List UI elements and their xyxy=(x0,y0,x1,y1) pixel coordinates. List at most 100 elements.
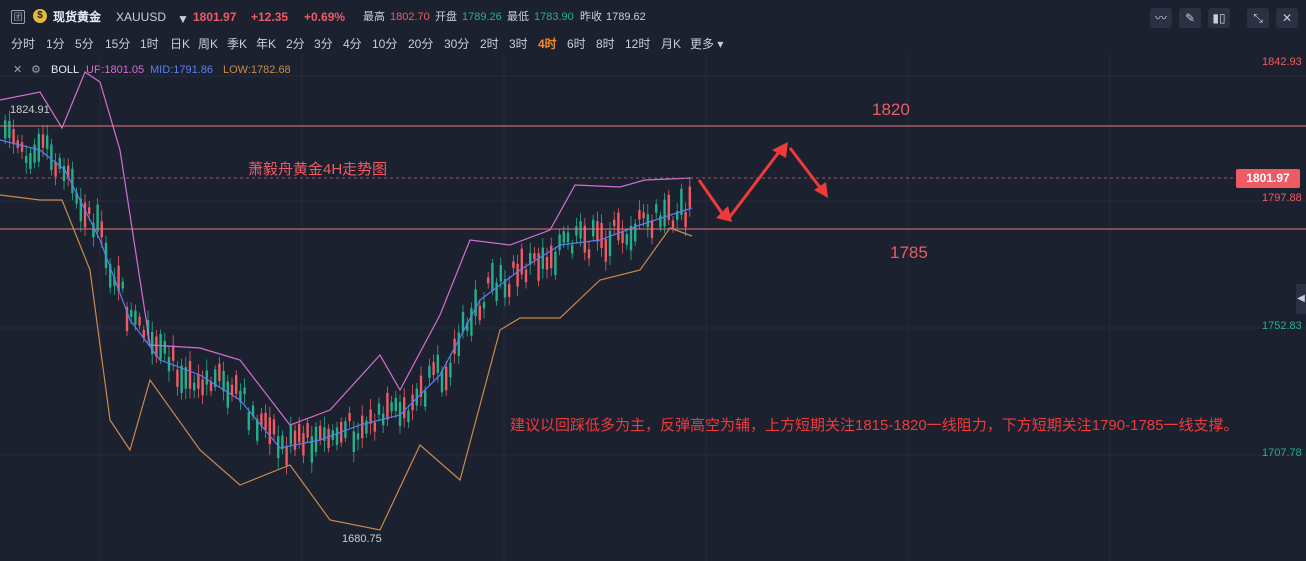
candle-body xyxy=(629,225,633,251)
timeframe-bar: 分时 1分 5分 15分 1时 日K 周K 季K 年K 2分 3分 4分 10分 20分 30分 2时 3时 4时… xyxy=(0,32,900,54)
timeframe-3[interactable]: 15分 xyxy=(105,37,131,51)
timeframe-17[interactable]: 4时 xyxy=(538,37,557,51)
close-indicator-icon[interactable]: ✕ xyxy=(13,64,23,76)
timeframe-15[interactable]: 2时 xyxy=(480,37,499,51)
arrow-head-down-1 xyxy=(716,206,732,222)
boll-lower-band xyxy=(0,194,693,531)
candle-body xyxy=(230,384,234,395)
timeframe-0[interactable]: 分时 xyxy=(11,37,36,51)
low-value: 1783.90 xyxy=(534,11,574,23)
trading-advice-note: 建议以回踩低多为主，反弹高空为辅，上方短期关注1815-1820一线阻力，下方短… xyxy=(510,417,1239,434)
arrow-head-down-2 xyxy=(814,182,828,198)
timeframe-13[interactable]: 20分 xyxy=(408,37,434,51)
settings-icon[interactable]: ⚙ xyxy=(31,64,41,76)
axis-price-3: 1752.83 xyxy=(1262,320,1302,332)
timeframe-19[interactable]: 8时 xyxy=(596,37,615,51)
timeframe-22[interactable]: 更多 ▾ xyxy=(690,37,724,51)
chevron-down-icon[interactable]: ▼ xyxy=(177,12,189,26)
timeframe-2[interactable]: 5分 xyxy=(75,37,94,51)
axis-price-1: 1842.93 xyxy=(1262,56,1302,68)
candle-body xyxy=(428,365,431,378)
boll-upper-band xyxy=(0,71,693,426)
draw-icon[interactable]: ✎ xyxy=(1179,8,1201,28)
support-level-label: 1785 xyxy=(890,243,928,262)
candle-body xyxy=(163,340,166,354)
candle-body xyxy=(272,419,276,435)
candle-body xyxy=(172,345,175,361)
collapse-panel-icon[interactable]: ◀ xyxy=(1296,284,1306,314)
candle-body xyxy=(596,221,599,242)
boll-low-value: LOW:1782.68 xyxy=(223,64,291,76)
candle-body xyxy=(449,362,452,378)
candle-body xyxy=(54,161,57,177)
candle-body xyxy=(415,388,418,406)
candle-body xyxy=(634,223,637,242)
candle-body xyxy=(285,445,288,466)
candle-body xyxy=(617,212,620,241)
candle-body xyxy=(554,251,557,276)
candle-body xyxy=(146,320,150,336)
candle-body xyxy=(398,402,402,427)
candle-body xyxy=(205,370,208,385)
candle-body xyxy=(12,129,15,145)
candle-body xyxy=(176,369,179,387)
candle-body xyxy=(247,412,250,431)
candle-body xyxy=(667,194,670,221)
timeframe-6[interactable]: 周K xyxy=(198,37,219,51)
timeframe-12[interactable]: 10分 xyxy=(372,37,398,51)
timeframe-9[interactable]: 2分 xyxy=(286,37,305,51)
candle-body xyxy=(306,423,309,438)
candle-body xyxy=(369,409,372,424)
candle-body xyxy=(680,188,683,216)
candle-body xyxy=(25,155,28,163)
candle-body xyxy=(239,390,242,403)
arrow-head-up xyxy=(772,142,788,158)
timeframe-20[interactable]: 12时 xyxy=(625,37,651,51)
prev-close-label: 昨收 xyxy=(580,11,602,23)
candle-body xyxy=(109,264,112,288)
timeframe-7[interactable]: 季K xyxy=(227,37,248,51)
indicator-icon[interactable]: 〰 xyxy=(1150,8,1172,28)
candlestick-chart[interactable] xyxy=(0,54,1306,561)
candle-body xyxy=(188,360,192,389)
timeframe-4[interactable]: 1时 xyxy=(140,37,159,51)
timeframe-14[interactable]: 30分 xyxy=(444,37,470,51)
candle-body xyxy=(151,332,154,355)
low-label: 最低 xyxy=(507,11,529,23)
candle-body xyxy=(319,425,322,440)
candle-body xyxy=(134,310,137,325)
candle-body xyxy=(529,252,532,265)
symbol-group-icon[interactable]: 团 xyxy=(11,10,25,24)
candle-body xyxy=(583,225,586,253)
timeframe-1[interactable]: 1分 xyxy=(46,37,65,51)
timeframe-8[interactable]: 年K xyxy=(256,37,277,51)
candle-type-icon[interactable]: ▮▯ xyxy=(1208,8,1230,28)
min-price-label: 1680.75 xyxy=(342,533,382,545)
high-label: 最高 xyxy=(363,11,385,23)
instrument-code[interactable]: XAUUSD xyxy=(116,10,167,24)
timeframe-10[interactable]: 3分 xyxy=(314,37,333,51)
candle-body xyxy=(457,332,460,356)
candle-body xyxy=(88,207,91,214)
close-icon[interactable]: ✕ xyxy=(1276,8,1298,28)
candle-body xyxy=(499,264,502,282)
candle-body xyxy=(92,222,95,238)
boll-mid-value: MID:1791.86 xyxy=(150,64,213,76)
candle-body xyxy=(377,403,381,415)
timeframe-5[interactable]: 日K xyxy=(170,37,191,51)
high-value: 1802.70 xyxy=(390,11,430,23)
indicator-name[interactable]: BOLL xyxy=(51,64,80,76)
instrument-name[interactable]: 现货黄金 xyxy=(53,10,102,24)
candle-body xyxy=(361,415,364,439)
timeframe-18[interactable]: 6时 xyxy=(567,37,586,51)
candle-body xyxy=(4,120,7,139)
timeframe-11[interactable]: 4分 xyxy=(343,37,362,51)
candle-body xyxy=(348,412,351,422)
candle-body xyxy=(482,302,486,309)
candle-body xyxy=(142,329,145,338)
timeframe-21[interactable]: 月K xyxy=(661,37,682,51)
timeframe-16[interactable]: 3时 xyxy=(509,37,528,51)
candle-body xyxy=(365,420,368,434)
candle-body xyxy=(403,397,406,419)
fullscreen-icon[interactable]: ⤡ xyxy=(1247,8,1269,28)
